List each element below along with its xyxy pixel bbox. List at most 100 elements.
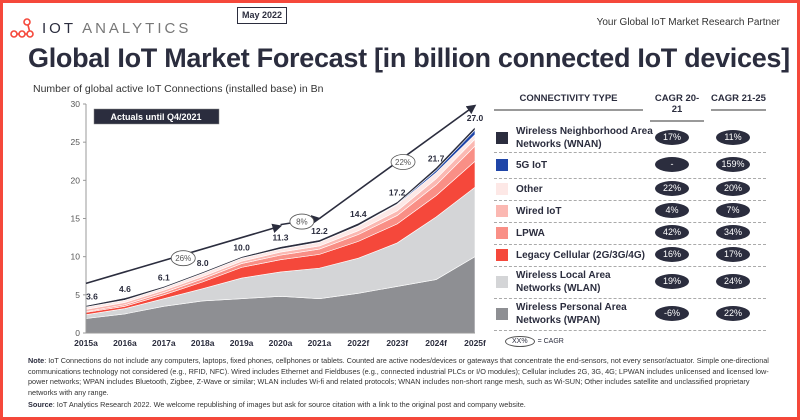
- cagr-bubble-shape: [170, 250, 196, 267]
- stacked-area-chart: 0 5 10 15 20 25 30 2015a 2016a 2017a 2018a 2019a 202…: [71, 99, 487, 348]
- cagr-20-21-pill: 42%: [655, 225, 689, 240]
- legend-row: Wireless Neighborhood Area Networks (WNA…: [494, 124, 766, 153]
- legend-row: Legacy Cellular (2G/3G/4G) 16% 17%: [494, 244, 766, 267]
- x-tick-label: 2018a: [191, 338, 215, 348]
- area-series-7: [85, 126, 476, 308]
- legend-row: Wireless Personal Area Networks (WPAN) -…: [494, 298, 766, 331]
- legend-row: Other 22% 20%: [494, 178, 766, 201]
- legend-label: Wireless Neighborhood Area Networks (WNA…: [516, 126, 653, 150]
- table-header-cagr-20-21: CAGR 20-21: [650, 93, 704, 122]
- cagr-bubble-shape: [289, 213, 315, 230]
- cagr-21-25-pill: 159%: [716, 157, 750, 172]
- total-label: 12.2: [311, 226, 328, 236]
- y-tick-label: 10: [71, 252, 81, 262]
- y-tick-label: 20: [71, 175, 81, 185]
- legend-label: Legacy Cellular (2G/3G/4G): [516, 249, 645, 261]
- x-tick-label: 2021a: [308, 338, 332, 348]
- cagr-21-25-pill: 24%: [716, 274, 750, 289]
- y-tick-label: 30: [71, 99, 81, 109]
- total-label: 17.2: [389, 188, 406, 198]
- y-tick-label: 0: [75, 328, 80, 338]
- logo-text-light: ANALYTICS: [82, 19, 192, 37]
- legend-label: Other: [516, 183, 543, 195]
- cagr-bubble: 26%: [170, 250, 196, 267]
- y-tick-label: 5: [75, 290, 80, 300]
- cagr-key-text: = CAGR: [537, 338, 564, 345]
- table-header-cagr-21-25: CAGR 21-25: [711, 93, 766, 111]
- cagr-20-21-pill: 22%: [655, 181, 689, 196]
- legend-swatch: [496, 205, 508, 217]
- x-tick-label: 2017a: [152, 338, 176, 348]
- legend-row: Wired IoT 4% 7%: [494, 200, 766, 223]
- total-label: 21.7: [428, 153, 445, 163]
- tagline: Your Global IoT Market Research Partner: [596, 17, 780, 28]
- x-tick-label: 2016a: [113, 338, 137, 348]
- legend-label: Wireless Personal Area Networks (WPAN): [516, 302, 627, 326]
- cagr-21-25-pill: 17%: [716, 247, 750, 262]
- cagr-20-21-pill: 17%: [655, 130, 689, 145]
- total-label: 3.6: [86, 292, 98, 302]
- cagr-key-sample: XX%: [505, 336, 535, 347]
- legend-swatch: [496, 276, 508, 288]
- total-label: 8.0: [197, 258, 209, 268]
- cagr-20-21-pill: 4%: [655, 203, 689, 218]
- cagr-bubble-label: 8%: [296, 218, 308, 227]
- y-tick-label: 25: [71, 137, 81, 147]
- x-tick-label: 2024f: [425, 338, 447, 348]
- x-tick-label: 2020a: [269, 338, 293, 348]
- total-label: 4.6: [119, 284, 131, 294]
- date-badge: May 2022: [237, 7, 287, 24]
- logo: IOT ANALYTICS: [10, 17, 191, 39]
- total-label: 10.0: [233, 243, 250, 253]
- cagr-key: XX% = CAGR: [505, 336, 564, 347]
- x-tick-label: 2019a: [230, 338, 254, 348]
- cagr-bubble: 8%: [289, 213, 315, 230]
- total-label: 14.4: [350, 209, 367, 219]
- source: Source: IoT Analytics Research 2022. We …: [28, 400, 526, 409]
- cagr-20-21-pill: -6%: [655, 306, 689, 321]
- legend-row: Wireless Local Area Networks (WLAN) 19% …: [494, 266, 766, 299]
- total-label: 27.0: [467, 113, 484, 123]
- cagr-bubble: 22%: [390, 154, 416, 170]
- table-header-type: CONNECTIVITY TYPE: [494, 93, 643, 111]
- x-tick-label: 2023f: [386, 338, 408, 348]
- legend-label: 5G IoT: [516, 159, 548, 171]
- logo-text-bold: IOT: [42, 19, 76, 37]
- legend-row: LPWA 42% 34%: [494, 222, 766, 245]
- legend-row: 5G IoT - 159%: [494, 152, 766, 179]
- total-label: 6.1: [158, 272, 170, 282]
- y-tick-label: 15: [71, 214, 81, 224]
- legend-swatch: [496, 308, 508, 320]
- cagr-21-25-pill: 20%: [716, 181, 750, 196]
- total-label: 11.3: [272, 233, 288, 243]
- cagr-21-25-pill: 11%: [716, 130, 750, 145]
- legend-swatch: [496, 249, 508, 261]
- legend-label: Wired IoT: [516, 205, 562, 217]
- logo-icon: [10, 18, 34, 38]
- legend-swatch: [496, 183, 508, 195]
- cagr-bubble-label: 26%: [175, 254, 191, 263]
- legend-label: LPWA: [516, 227, 545, 239]
- x-tick-label: 2015a: [74, 338, 98, 348]
- page-title: Global IoT Market Forecast [in billion c…: [28, 43, 790, 73]
- footnotes: Note: IoT Connections do not include any…: [28, 356, 778, 411]
- x-tick-label: 2022f: [347, 338, 369, 348]
- cagr-20-21-pill: -: [655, 157, 689, 172]
- cagr-21-25-pill: 34%: [716, 225, 750, 240]
- x-tick-label: 2025f: [464, 338, 486, 348]
- legend-swatch: [496, 132, 508, 144]
- actuals-label: Actuals until Q4/2021: [110, 112, 201, 122]
- cagr-21-25-pill: 22%: [716, 306, 750, 321]
- cagr-21-25-pill: 7%: [716, 203, 750, 218]
- chart-subtitle: Number of global active IoT Connections …: [33, 83, 324, 95]
- note: Note: IoT Connections do not include any…: [28, 356, 769, 397]
- cagr-20-21-pill: 19%: [655, 274, 689, 289]
- actuals-box: [93, 108, 220, 125]
- legend-swatch: [496, 227, 508, 239]
- legend-swatch: [496, 159, 508, 171]
- cagr-20-21-pill: 16%: [655, 247, 689, 262]
- cagr-bubble-label: 22%: [395, 158, 411, 167]
- legend-label: Wireless Local Area Networks (WLAN): [516, 270, 611, 294]
- cagr-bubble-shape: [390, 154, 416, 170]
